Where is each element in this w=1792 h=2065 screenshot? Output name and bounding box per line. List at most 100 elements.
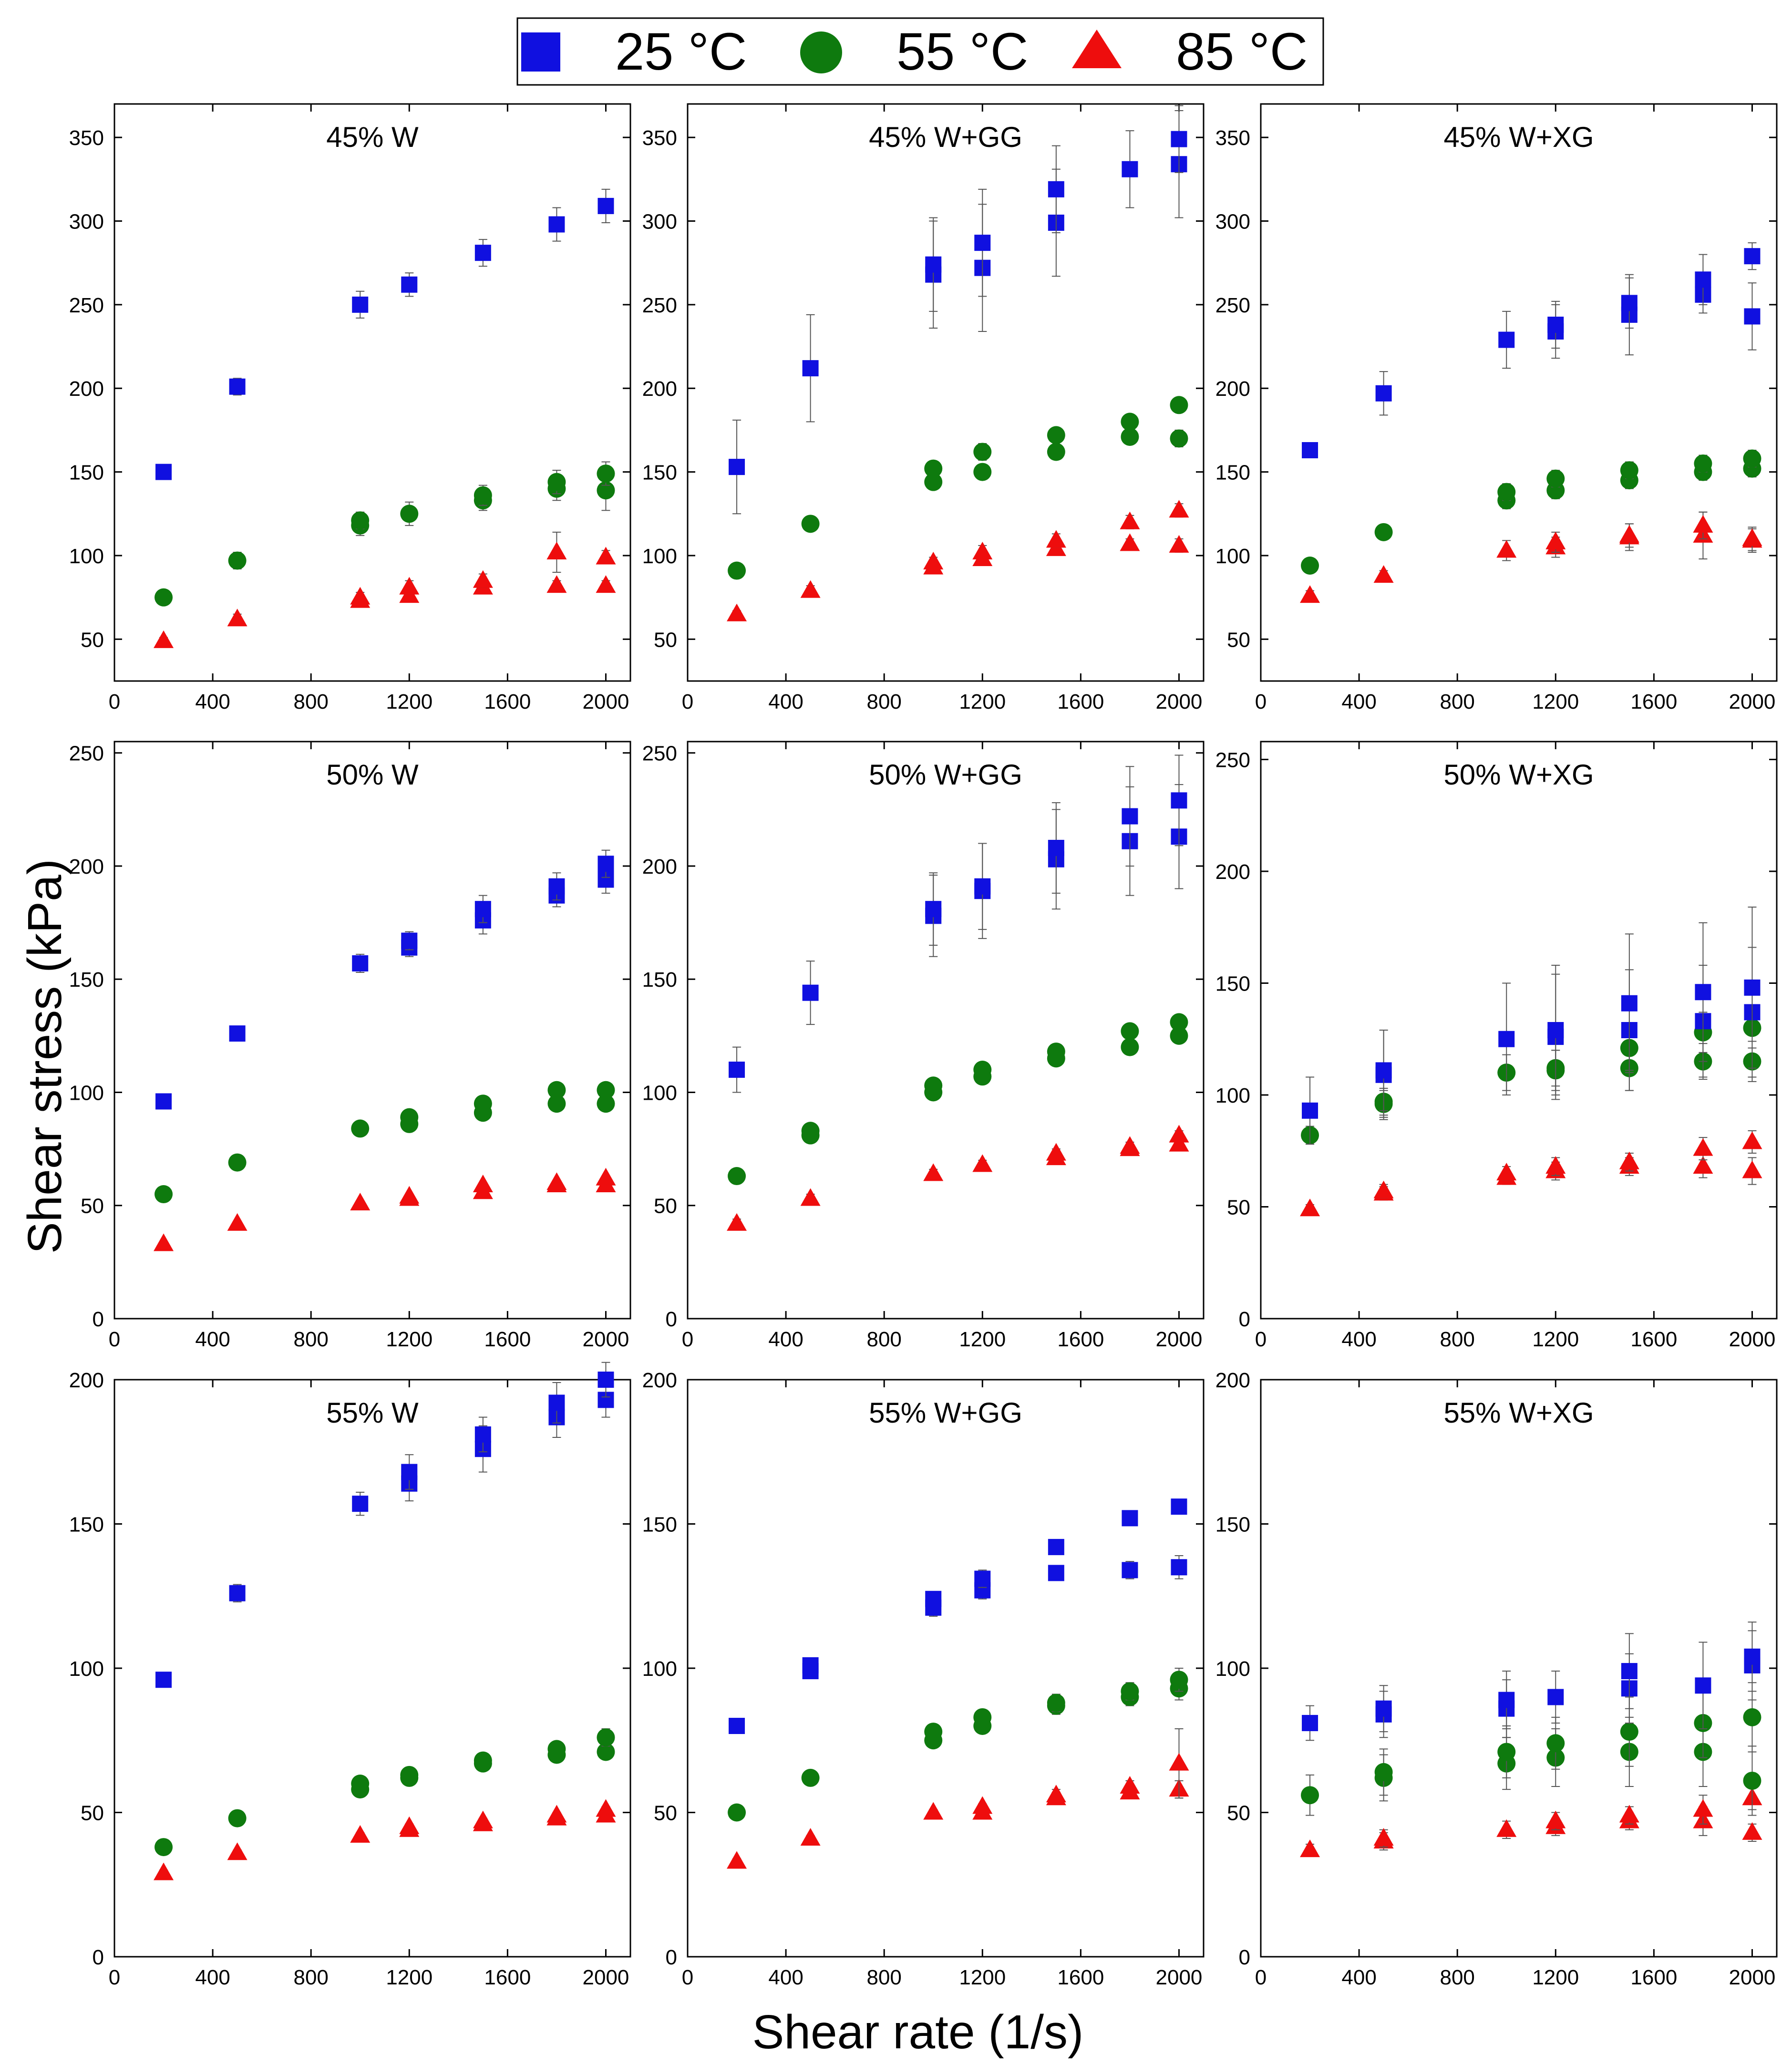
circle-marker — [1694, 454, 1712, 473]
triangle-marker — [1046, 1143, 1066, 1161]
triangle-marker — [972, 1154, 993, 1172]
circle-marker — [973, 443, 992, 461]
triangle-marker — [1742, 528, 1762, 546]
y-tick-label: 250 — [642, 294, 677, 317]
circle-marker — [597, 1743, 615, 1761]
legend-label-55: 55 °C — [896, 22, 1028, 81]
x-tick-label: 1600 — [1630, 1966, 1677, 1989]
y-tick-label: 50 — [654, 1802, 677, 1825]
x-tick-label: 1600 — [484, 1328, 531, 1351]
triangle-marker — [154, 1862, 174, 1880]
circle-marker — [1121, 427, 1139, 446]
x-tick-label: 2000 — [1156, 1328, 1203, 1351]
panel-title: 50% W — [326, 759, 419, 791]
square-marker — [401, 932, 418, 949]
y-tick-label: 150 — [1215, 972, 1250, 996]
square-marker — [802, 360, 819, 377]
triangle-marker — [1120, 533, 1140, 551]
x-tick-label: 400 — [195, 1966, 230, 1989]
triangle-marker — [1046, 530, 1066, 548]
circle-marker — [228, 1153, 247, 1172]
y-tick-label: 100 — [642, 1657, 677, 1681]
panel-5: 0 400 800 1200 1600 2000 0 50 100 150 200 250 50% W+… — [1215, 741, 1778, 1351]
square-marker — [802, 1657, 819, 1673]
circle-marker — [1620, 461, 1638, 480]
y-tick-label: 100 — [642, 545, 677, 568]
square-marker — [1621, 295, 1638, 311]
square-marker — [729, 1062, 745, 1078]
y-tick-label: 150 — [69, 1513, 104, 1537]
x-tick-label: 2000 — [1156, 1966, 1203, 1989]
square-marker — [1547, 1689, 1564, 1705]
triangle-marker — [546, 575, 567, 593]
triangle-marker — [596, 1167, 616, 1186]
circle-marker — [924, 1076, 943, 1095]
x-tick-label: 2000 — [583, 1966, 629, 1989]
square-marker — [401, 276, 418, 293]
legend-square-marker — [521, 32, 560, 72]
square-marker — [1122, 808, 1138, 825]
circle-marker — [1047, 426, 1065, 444]
circle-marker — [1546, 1734, 1565, 1753]
x-tick-label: 1600 — [1057, 1328, 1104, 1351]
triangle-marker — [800, 1828, 821, 1846]
triangle-marker — [399, 1186, 420, 1204]
triangle-marker — [1373, 565, 1394, 583]
circle-marker — [351, 1775, 370, 1793]
square-marker — [229, 1585, 246, 1601]
circle-marker — [1047, 443, 1065, 461]
plot-frame — [1260, 741, 1778, 1320]
square-marker — [1695, 984, 1711, 1001]
x-tick-label: 1600 — [1630, 690, 1677, 713]
panel-title: 45% W+GG — [869, 121, 1022, 153]
circle-marker — [228, 551, 247, 570]
square-marker — [1621, 995, 1638, 1012]
y-tick-label: 250 — [69, 294, 104, 317]
square-marker — [474, 1426, 491, 1443]
x-tick-label: 0 — [682, 690, 693, 713]
triangle-marker — [1169, 1134, 1189, 1152]
y-tick-label: 150 — [642, 968, 677, 991]
panel-title: 50% W+GG — [869, 759, 1022, 791]
circle-marker — [1374, 523, 1393, 541]
circle-marker — [924, 1723, 943, 1741]
y-tick-label: 150 — [1215, 1513, 1250, 1537]
circle-marker — [1170, 1671, 1188, 1689]
circle-marker — [597, 1728, 615, 1747]
circle-marker — [474, 1094, 492, 1113]
panel-7: 0 400 800 1200 1600 2000 0 50 100 150 200 55% W+GG — [642, 1369, 1205, 1989]
triangle-marker — [800, 1188, 821, 1206]
y-tick-label: 50 — [1227, 1196, 1250, 1219]
square-marker — [1375, 1700, 1392, 1717]
circle-marker — [400, 1108, 419, 1126]
plot-frame — [113, 1379, 631, 1958]
circle-marker — [400, 505, 419, 523]
x-tick-label: 1600 — [484, 1966, 531, 1989]
square-marker — [1048, 181, 1064, 197]
y-tick-label: 200 — [69, 1369, 104, 1392]
y-tick-label: 350 — [1215, 126, 1250, 150]
circle-marker — [1497, 1743, 1516, 1761]
y-tick-label: 0 — [666, 1308, 677, 1331]
x-axis-label: Shear rate (1/s) — [752, 2005, 1084, 2059]
circle-marker — [1743, 449, 1761, 468]
legend-label-85: 85 °C — [1176, 22, 1308, 81]
y-tick-label: 200 — [642, 377, 677, 401]
square-marker — [597, 197, 614, 214]
square-marker — [802, 984, 819, 1001]
square-marker — [729, 1718, 745, 1734]
y-tick-label: 100 — [1215, 1084, 1250, 1107]
plot-frame — [1260, 1379, 1778, 1958]
square-marker — [1171, 792, 1187, 809]
square-marker — [1122, 161, 1138, 177]
x-tick-label: 0 — [109, 690, 120, 713]
circle-marker — [924, 459, 943, 478]
x-tick-label: 1200 — [959, 690, 1006, 713]
square-marker — [729, 459, 745, 475]
x-tick-label: 1200 — [386, 690, 433, 713]
triangle-marker — [1300, 1198, 1320, 1217]
circle-marker — [728, 1167, 746, 1186]
triangle-marker — [350, 1825, 371, 1843]
square-marker — [925, 1590, 942, 1607]
triangle-marker — [227, 1842, 247, 1860]
